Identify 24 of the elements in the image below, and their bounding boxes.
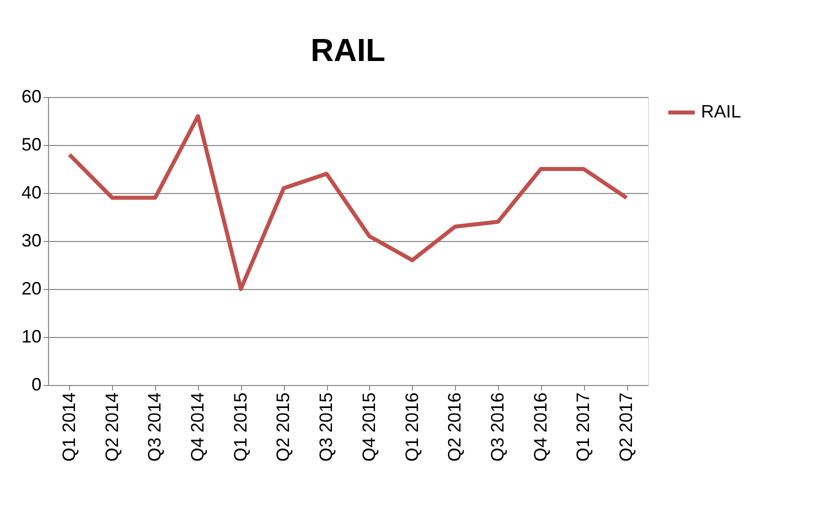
x-tick-label: Q4 2015 bbox=[358, 392, 379, 462]
y-tick-label: 50 bbox=[21, 134, 42, 154]
x-tick-label: Q1 2015 bbox=[230, 392, 250, 462]
x-tick-label: Q3 2015 bbox=[316, 392, 336, 462]
y-tick-label: 60 bbox=[21, 86, 42, 106]
x-tick-label: Q1 2014 bbox=[58, 392, 79, 462]
x-tick-label: Q4 2016 bbox=[530, 392, 550, 462]
x-tick-label: Q3 2014 bbox=[144, 392, 165, 462]
y-tick-label: 40 bbox=[21, 182, 42, 202]
x-tick-label: Q4 2014 bbox=[188, 392, 208, 462]
x-tick-label: Q1 2016 bbox=[402, 392, 422, 462]
legend-label: RAIL bbox=[701, 102, 742, 122]
x-tick-label: Q2 2016 bbox=[444, 392, 465, 462]
chart-title: RAIL bbox=[310, 32, 386, 68]
x-tick-label: Q2 2014 bbox=[102, 392, 122, 462]
y-tick-label: 20 bbox=[21, 278, 42, 298]
y-tick-label: 0 bbox=[31, 374, 42, 394]
line-series bbox=[67, 114, 629, 291]
x-tick-label: Q1 2017 bbox=[573, 392, 594, 462]
x-tick-label: Q3 2016 bbox=[488, 392, 508, 462]
y-tick-label: 30 bbox=[21, 230, 42, 250]
x-tick-label: Q2 2015 bbox=[273, 392, 294, 462]
x-tick-label: Q2 2017 bbox=[616, 392, 636, 462]
y-tick-label: 10 bbox=[21, 326, 42, 346]
